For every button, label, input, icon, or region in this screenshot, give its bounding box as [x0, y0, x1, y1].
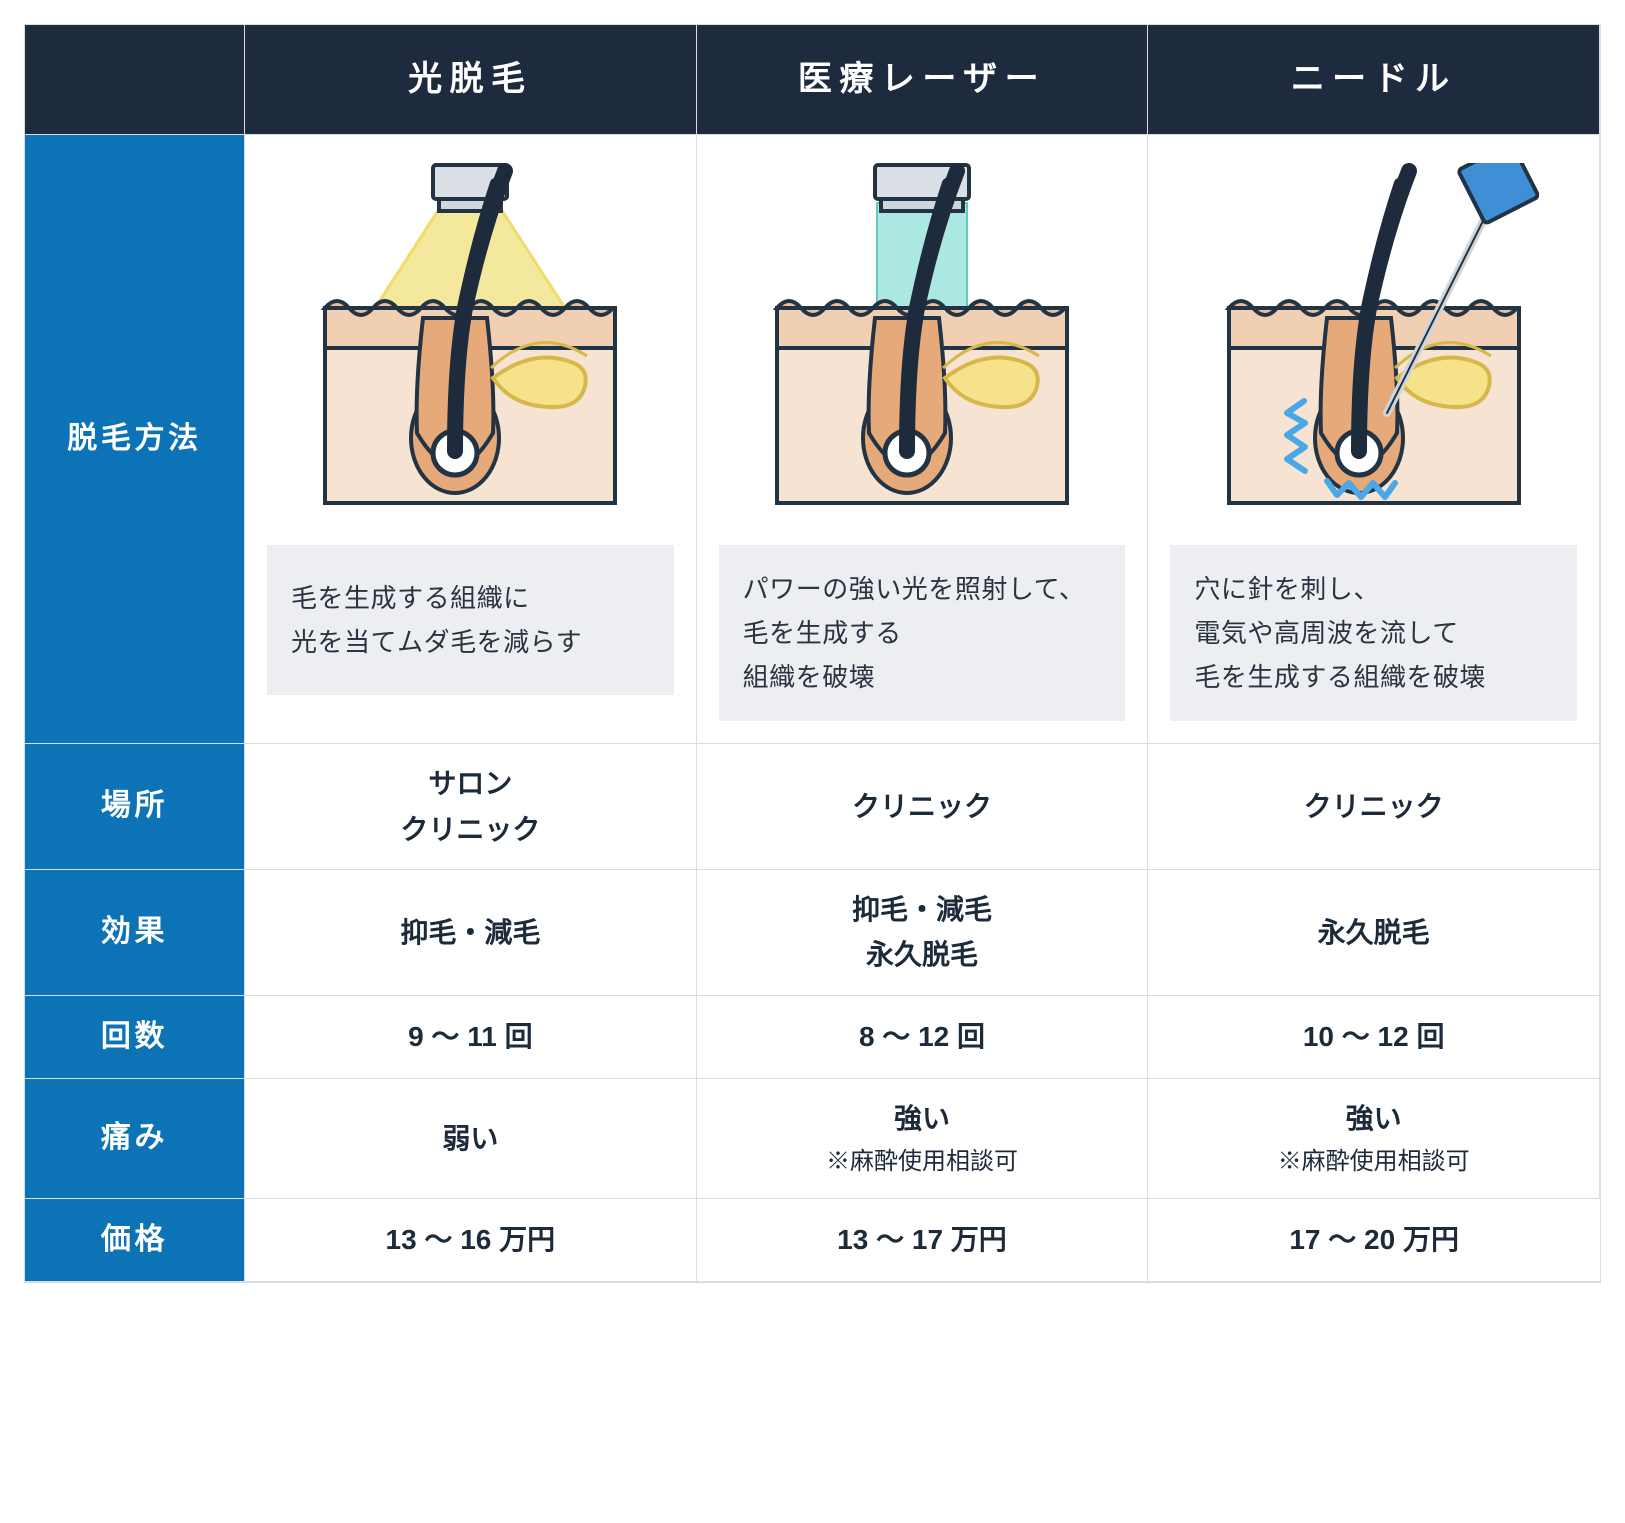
rowlabel-effect: 効果 [25, 870, 245, 996]
laser-desc: パワーの強い光を照射して、毛を生成する組織を破壊 [719, 545, 1126, 722]
header-ipl: 光脱毛 [245, 25, 697, 135]
pain-laser-1: 強い [826, 1097, 1018, 1140]
effect-needle: 永久脱毛 [1148, 870, 1600, 996]
laser-illustration [757, 163, 1087, 523]
count-laser: 8 〜 12 回 [697, 996, 1149, 1080]
header-corner [25, 25, 245, 135]
pain-needle-1: 強い [1278, 1097, 1470, 1140]
count-ipl: 9 〜 11 回 [245, 996, 697, 1080]
count-needle: 10 〜 12 回 [1148, 996, 1600, 1080]
method-needle: 穴に針を刺し、電気や高周波を流して毛を生成する組織を破壊 [1148, 135, 1600, 745]
needle-illustration [1209, 163, 1539, 523]
place-ipl: サロン クリニック [245, 744, 697, 870]
pain-ipl: 弱い [245, 1079, 697, 1199]
place-ipl-1: サロン [400, 762, 540, 805]
header-needle: ニードル [1148, 25, 1600, 135]
method-laser: パワーの強い光を照射して、毛を生成する組織を破壊 [697, 135, 1149, 745]
pain-needle: 強い ※麻酔使用相談可 [1148, 1079, 1600, 1199]
place-laser: クリニック [697, 744, 1149, 870]
comparison-table: 光脱毛 医療レーザー ニードル 脱毛方法 毛を生成する組織に光を当てムダ毛を減ら… [24, 24, 1601, 1283]
ipl-illustration [305, 163, 635, 523]
effect-ipl: 抑毛・減毛 [245, 870, 697, 996]
header-laser: 医療レーザー [697, 25, 1149, 135]
place-ipl-2: クリニック [400, 808, 540, 851]
pain-laser: 強い ※麻酔使用相談可 [697, 1079, 1149, 1199]
rowlabel-place: 場所 [25, 744, 245, 870]
price-laser: 13 〜 17 万円 [697, 1199, 1149, 1283]
needle-desc: 穴に針を刺し、電気や高周波を流して毛を生成する組織を破壊 [1170, 545, 1577, 722]
rowlabel-method: 脱毛方法 [25, 135, 245, 745]
method-ipl: 毛を生成する組織に光を当てムダ毛を減らす [245, 135, 697, 745]
rowlabel-count: 回数 [25, 996, 245, 1080]
ipl-desc: 毛を生成する組織に光を当てムダ毛を減らす [267, 545, 674, 695]
effect-laser-1: 抑毛・減毛 [852, 888, 992, 931]
price-ipl: 13 〜 16 万円 [245, 1199, 697, 1283]
pain-needle-2: ※麻酔使用相談可 [1278, 1143, 1470, 1180]
place-needle: クリニック [1148, 744, 1600, 870]
rowlabel-pain: 痛み [25, 1079, 245, 1199]
rowlabel-price: 価格 [25, 1199, 245, 1283]
pain-laser-2: ※麻酔使用相談可 [826, 1143, 1018, 1180]
effect-laser-2: 永久脱毛 [852, 933, 992, 976]
effect-laser: 抑毛・減毛 永久脱毛 [697, 870, 1149, 996]
price-needle: 17 〜 20 万円 [1148, 1199, 1600, 1283]
